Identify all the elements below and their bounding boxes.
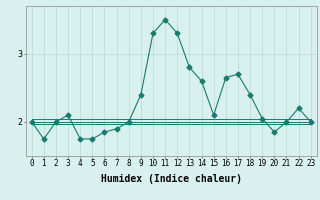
X-axis label: Humidex (Indice chaleur): Humidex (Indice chaleur) bbox=[101, 174, 242, 184]
